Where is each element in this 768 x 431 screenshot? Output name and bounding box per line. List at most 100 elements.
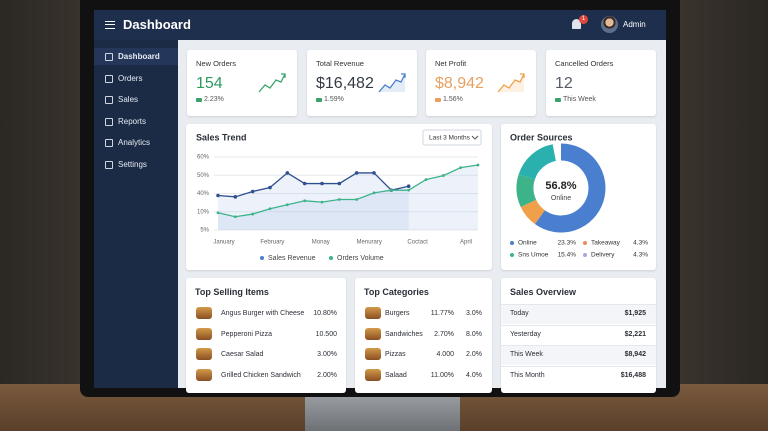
- line-area: [218, 164, 478, 230]
- row-bg: [501, 345, 656, 366]
- app-title: Dashboard: [123, 17, 191, 32]
- x-tick-label: April: [460, 240, 472, 246]
- sparkline-area: [379, 74, 405, 92]
- user-name[interactable]: Admin: [623, 20, 646, 29]
- line-point: [441, 174, 445, 177]
- line-point: [424, 178, 428, 181]
- row-label: This Week: [510, 351, 543, 359]
- food-icon: [196, 327, 212, 340]
- line-point: [355, 198, 359, 201]
- sales-trend-chart: Sales Trend Last 3 Months 60% 50% 40% 10% 5% Ja…: [196, 129, 482, 262]
- line-point: [251, 212, 255, 216]
- line-series: [217, 172, 409, 198]
- line-point: [233, 195, 238, 199]
- bell-icon[interactable]: [572, 19, 581, 29]
- card-title: New Orders: [196, 59, 237, 68]
- legend-label: Sns Umoe: [518, 252, 549, 259]
- avatar[interactable]: [601, 16, 618, 33]
- x-tick-label: Menurary: [357, 240, 382, 246]
- line-point: [320, 200, 324, 204]
- line-point: [459, 166, 463, 170]
- y-tick-label: 60%: [197, 155, 210, 161]
- change-icon: [555, 98, 561, 102]
- filter-dropdown: [422, 129, 482, 146]
- legend-swatch: [510, 241, 514, 245]
- row-value: $8,942: [624, 351, 646, 359]
- row-value: $16,488: [620, 372, 646, 380]
- card-value: $8,942: [435, 75, 484, 92]
- sparkline: [497, 73, 525, 93]
- row-bg: [501, 366, 656, 387]
- card-value: 154: [196, 75, 223, 92]
- line-point: [407, 188, 411, 192]
- sparkline: [258, 73, 286, 93]
- line-point: [337, 198, 341, 201]
- legend-swatch: [329, 256, 333, 260]
- card-title: Net Profit: [435, 59, 467, 68]
- row-label: Sandwiches: [385, 330, 423, 338]
- row-value: 10.500: [315, 330, 337, 338]
- menu-item[interactable]: Analytics: [118, 138, 151, 147]
- sparkline: [378, 73, 406, 93]
- menu-item[interactable]: Dashboard: [118, 52, 160, 61]
- card-value: 12: [555, 75, 573, 92]
- food-icon: [365, 327, 381, 340]
- food-icon: [365, 307, 381, 319]
- line-point: [354, 171, 359, 175]
- stat-card: [546, 50, 656, 116]
- row-value: 2.0%: [466, 351, 482, 359]
- line-point: [337, 181, 342, 186]
- stat-card: [187, 50, 297, 116]
- row-label: Today: [510, 310, 529, 317]
- donut-center-value: 56.8%: [545, 180, 576, 192]
- line-point: [268, 185, 272, 190]
- legend-label: Takeaway: [591, 240, 621, 247]
- legend-swatch: [583, 241, 587, 245]
- panel-title: Sales Trend: [196, 132, 247, 142]
- row-value: $1,925: [624, 310, 646, 317]
- line-point: [320, 181, 324, 186]
- menu-item[interactable]: Sales: [118, 95, 139, 104]
- row-value: 4.000: [436, 351, 454, 359]
- line-point: [216, 211, 220, 215]
- card-change: 1.59%: [324, 96, 344, 103]
- line-point: [216, 193, 220, 198]
- row-bg: [501, 324, 656, 345]
- food-icon: [365, 369, 381, 382]
- row-label: Grilled Chicken Sandwich: [221, 372, 301, 380]
- donut-segment: [534, 143, 606, 233]
- row-label: Yesterday: [510, 330, 541, 338]
- card-change: 2.23%: [204, 96, 224, 103]
- menu-icon: [105, 160, 113, 169]
- line-point: [476, 163, 480, 167]
- food-icon: [196, 369, 212, 382]
- row-label: Salaad: [385, 372, 407, 380]
- stat-card: [426, 50, 536, 116]
- legend-swatch: [583, 253, 587, 257]
- notification-badge[interactable]: 1: [579, 15, 588, 24]
- dropdown-caret: [471, 135, 479, 140]
- legend-value: 4.3%: [633, 240, 648, 247]
- stat-card: [307, 50, 417, 116]
- food-icon: [196, 307, 212, 319]
- food-icon: [196, 348, 212, 361]
- donut-segment: [518, 144, 557, 181]
- legend-swatch: [260, 256, 264, 260]
- menu-icon[interactable]: [105, 21, 115, 29]
- line-point: [285, 171, 290, 175]
- y-tick-label: 10%: [197, 209, 210, 215]
- menu-item[interactable]: Settings: [118, 159, 147, 169]
- top-selling-panel: [186, 278, 346, 393]
- row-value: $2,221: [624, 330, 646, 338]
- row-value: 8.0%: [466, 330, 482, 338]
- order-sources-chart: Order Sources 56.8% Online Online 23.3% Takea…: [510, 132, 648, 259]
- line-point: [372, 171, 376, 175]
- row-value: 11.00%: [430, 372, 454, 380]
- menu-item[interactable]: Reports: [118, 116, 147, 126]
- menu-item[interactable]: Orders: [118, 73, 143, 83]
- donut-segment: [520, 199, 546, 224]
- change-icon: [435, 98, 441, 102]
- legend-label: Delivery: [591, 252, 615, 259]
- row-label: This Month: [510, 372, 545, 380]
- card-change: 1.56%: [443, 96, 463, 103]
